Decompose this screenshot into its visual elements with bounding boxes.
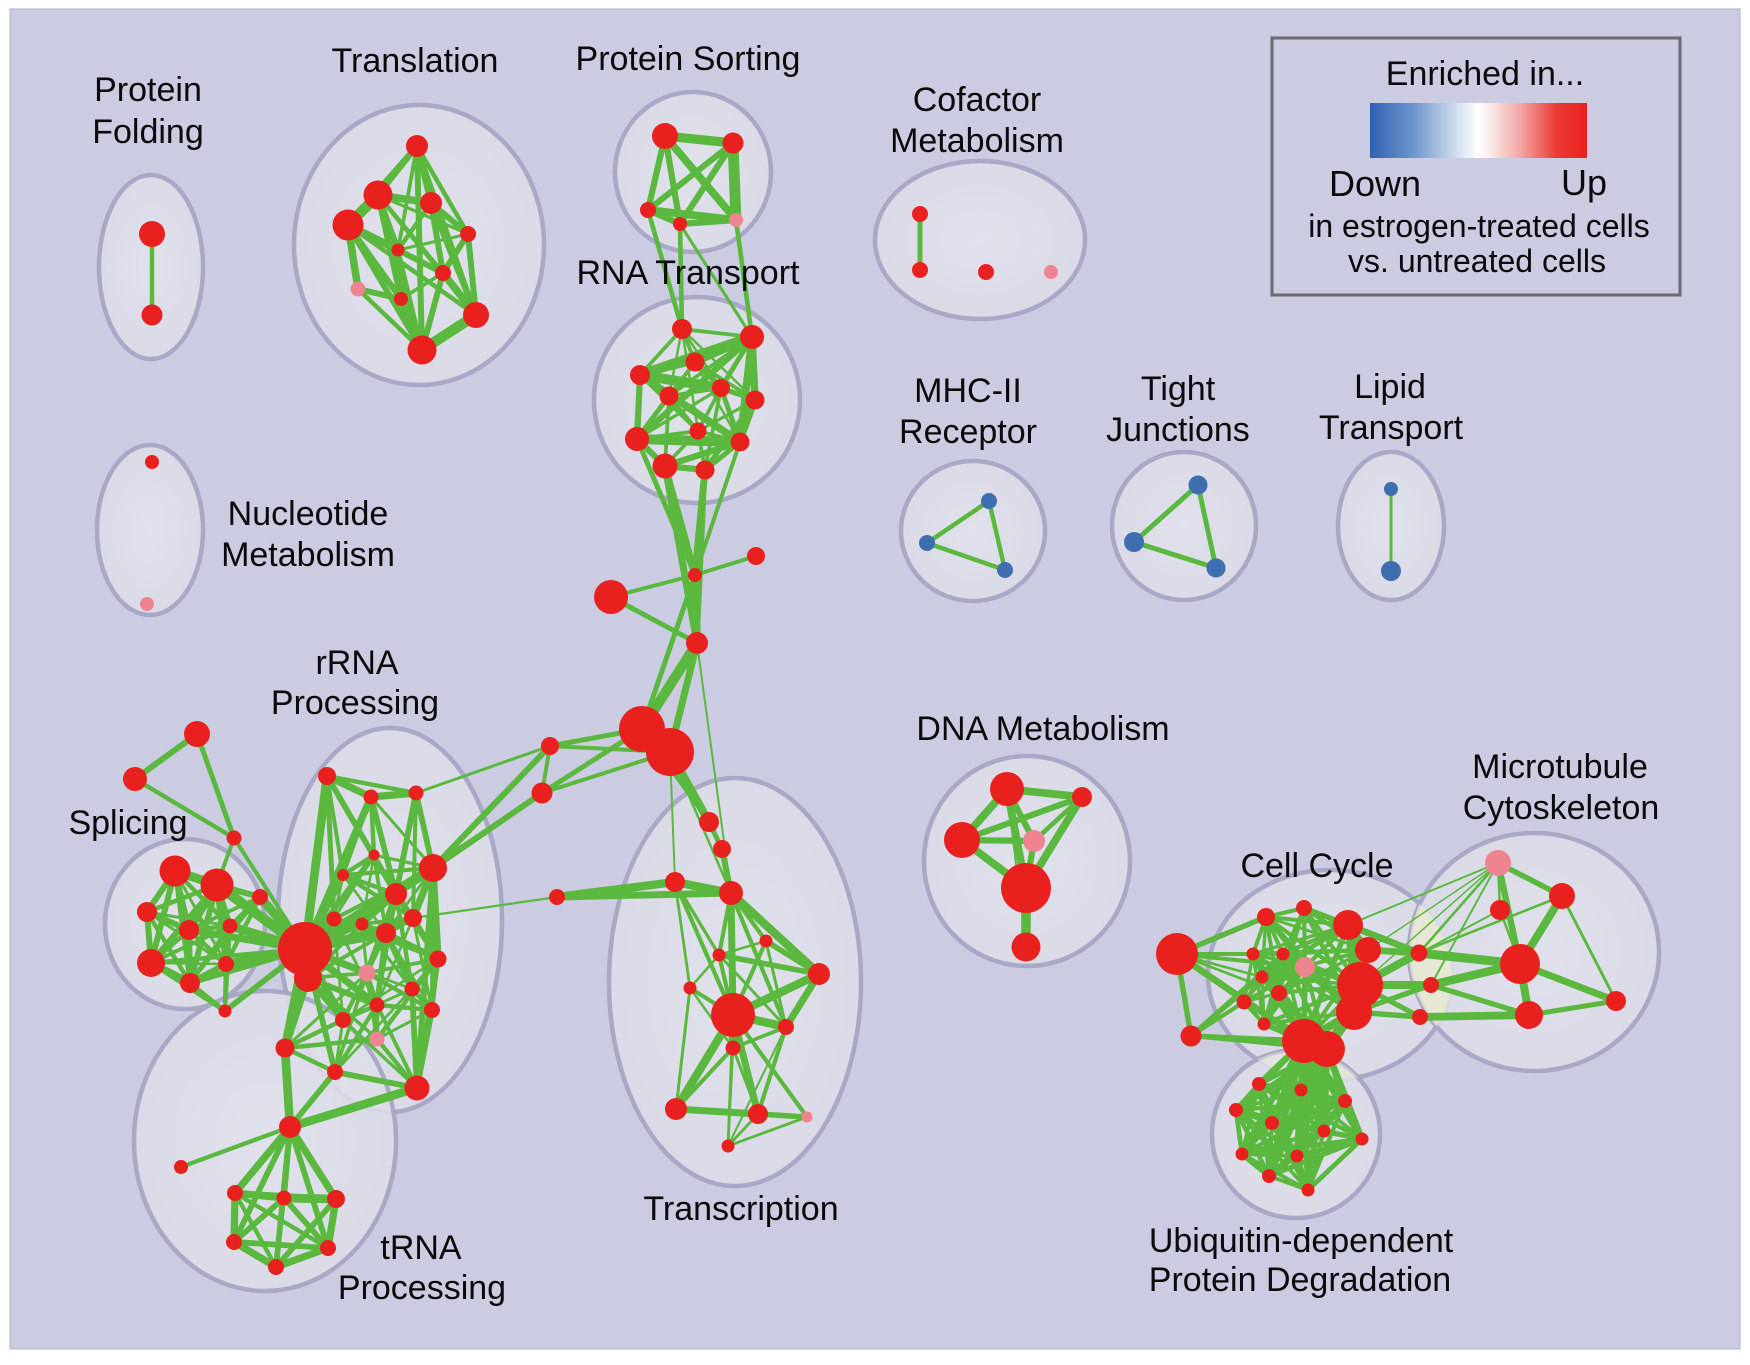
- svg-text:DNA Metabolism: DNA Metabolism: [916, 710, 1169, 748]
- svg-text:in estrogen-treated cells: in estrogen-treated cells: [1308, 208, 1650, 244]
- svg-text:Protein: Protein: [94, 71, 202, 109]
- svg-text:rRNA: rRNA: [315, 644, 398, 682]
- svg-text:Processing: Processing: [338, 1269, 506, 1307]
- svg-text:Microtubule: Microtubule: [1472, 748, 1648, 786]
- svg-text:Processing: Processing: [271, 684, 439, 722]
- svg-text:Splicing: Splicing: [68, 804, 187, 842]
- svg-text:Cofactor: Cofactor: [913, 81, 1042, 119]
- svg-text:Cell Cycle: Cell Cycle: [1240, 847, 1393, 885]
- svg-text:Down: Down: [1329, 163, 1421, 204]
- svg-text:Protein Sorting: Protein Sorting: [576, 40, 801, 78]
- svg-text:Translation: Translation: [332, 42, 499, 80]
- svg-text:Transcription: Transcription: [643, 1190, 838, 1228]
- svg-text:Enriched in...: Enriched in...: [1386, 55, 1584, 93]
- svg-text:Junctions: Junctions: [1106, 411, 1250, 449]
- svg-text:Up: Up: [1561, 162, 1607, 203]
- svg-text:Receptor: Receptor: [899, 413, 1037, 451]
- svg-text:Ubiquitin-dependent: Ubiquitin-dependent: [1149, 1222, 1454, 1260]
- svg-text:Tight: Tight: [1141, 370, 1216, 408]
- svg-text:Folding: Folding: [92, 113, 204, 151]
- svg-text:Lipid: Lipid: [1354, 368, 1426, 406]
- svg-text:Nucleotide: Nucleotide: [228, 495, 389, 533]
- svg-text:Metabolism: Metabolism: [221, 536, 395, 574]
- svg-text:tRNA: tRNA: [380, 1229, 462, 1267]
- svg-text:vs. untreated cells: vs. untreated cells: [1348, 243, 1606, 279]
- svg-text:MHC-II: MHC-II: [914, 372, 1022, 410]
- svg-text:Protein Degradation: Protein Degradation: [1149, 1261, 1451, 1299]
- svg-text:Metabolism: Metabolism: [890, 122, 1064, 160]
- svg-text:Transport: Transport: [1319, 409, 1464, 447]
- svg-text:RNA Transport: RNA Transport: [577, 254, 801, 292]
- svg-text:Cytoskeleton: Cytoskeleton: [1463, 789, 1660, 827]
